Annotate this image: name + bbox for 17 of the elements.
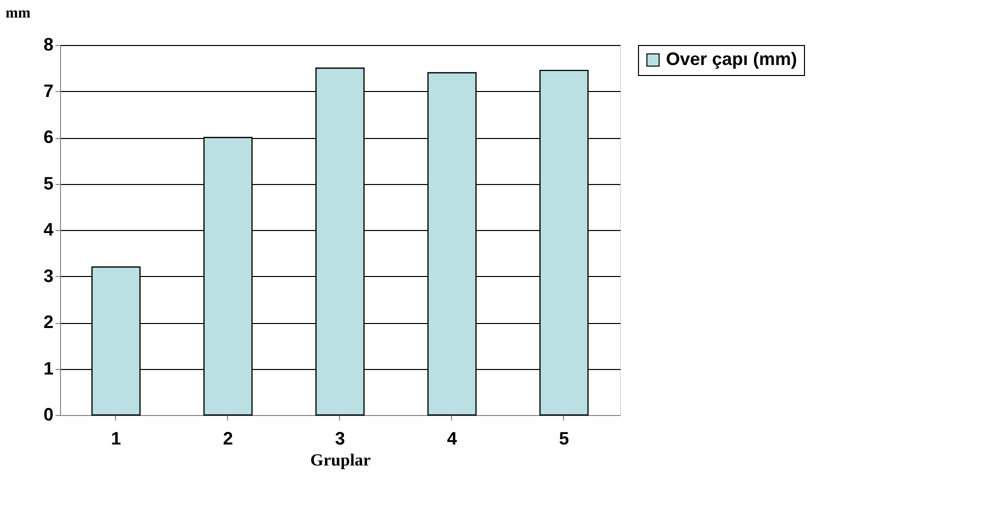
y-tick-label: 3 [43, 266, 54, 286]
y-tick-label: 5 [43, 173, 54, 194]
y-tick-label: 2 [43, 312, 54, 332]
legend-label: Over çapı (mm) [666, 49, 798, 69]
y-axis-title: mm [6, 6, 31, 22]
x-tick-label: 1 [110, 428, 122, 448]
x-tick-label: 3 [334, 428, 346, 448]
x-tick-label: 2 [222, 428, 234, 448]
x-axis-title: Gruplar [310, 450, 372, 470]
y-tick-label: 7 [43, 80, 54, 101]
y-tick-label: 0 [43, 404, 54, 424]
x-tick-label: 5 [558, 428, 570, 448]
y-tick-label: 6 [43, 127, 54, 147]
y-tick-label: 4 [43, 220, 54, 240]
y-tick-label: 1 [43, 358, 54, 378]
x-tick-label: 4 [446, 428, 458, 448]
y-tick-label: 8 [43, 34, 54, 54]
